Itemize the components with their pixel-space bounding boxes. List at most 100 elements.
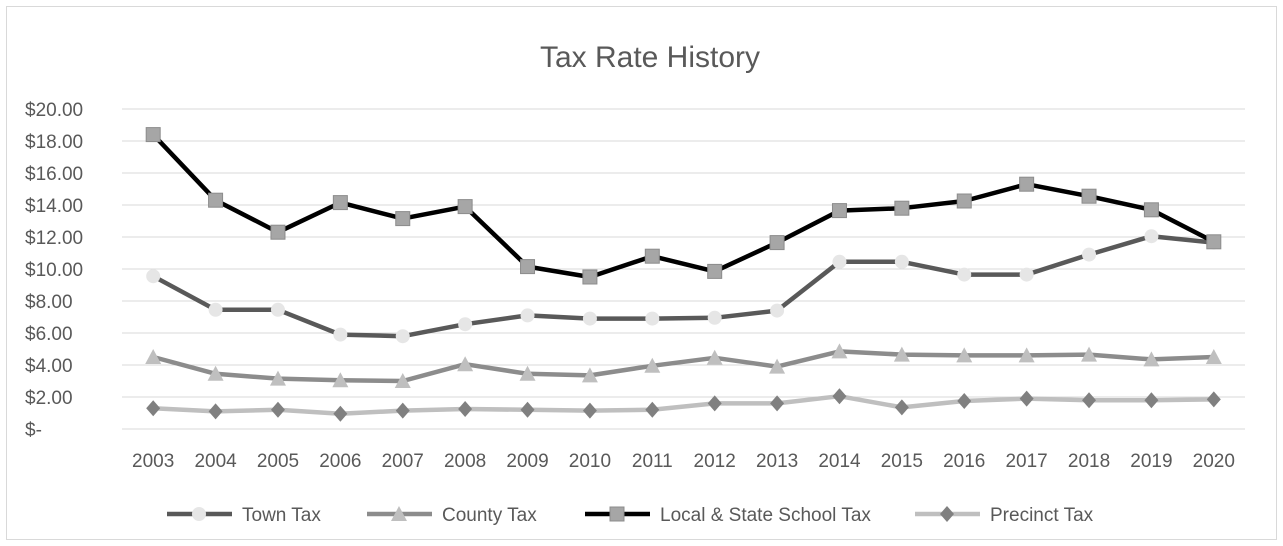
y-tick-label: $18.00: [25, 132, 83, 153]
data-point: [893, 346, 910, 362]
series-town-tax: [146, 229, 1221, 344]
legend-item: Local & State School Tax: [585, 505, 871, 526]
data-point: [1144, 229, 1159, 244]
data-point: [831, 203, 847, 219]
data-point: [645, 401, 660, 418]
data-point: [644, 357, 661, 373]
data-point: [1081, 346, 1098, 362]
data-point: [520, 308, 535, 323]
x-tick-label: 2019: [1130, 451, 1172, 472]
data-point: [707, 263, 723, 279]
data-point: [457, 199, 473, 215]
data-point: [395, 329, 410, 344]
series-line: [152, 349, 1214, 384]
data-point: [519, 365, 536, 381]
series-group: [145, 127, 1222, 422]
x-tick-label: 2020: [1193, 451, 1235, 472]
data-point: [270, 401, 285, 418]
data-point: [707, 310, 722, 325]
chart-svg: Tax Rate History $-$2.00$4.00$6.00$8.00$…: [25, 41, 1245, 526]
legend-label: County Tax: [442, 505, 537, 526]
data-point: [207, 365, 224, 381]
data-point: [894, 200, 910, 216]
data-point: [644, 248, 660, 264]
data-point: [706, 349, 723, 365]
x-tick-label: 2005: [257, 451, 299, 472]
y-tick-label: $12.00: [25, 228, 83, 249]
y-tick-label: $10.00: [25, 260, 83, 281]
y-tick-label: $20.00: [25, 100, 83, 121]
data-point: [270, 224, 286, 240]
y-tick-label: $16.00: [25, 164, 83, 185]
x-tick-label: 2017: [1005, 451, 1047, 472]
y-tick-label: $14.00: [25, 196, 83, 217]
data-point: [832, 254, 847, 269]
y-tick-label: $4.00: [25, 356, 73, 377]
data-point: [1019, 176, 1035, 192]
data-point: [831, 343, 848, 359]
legend-label: Precinct Tax: [990, 505, 1094, 526]
data-point: [769, 235, 785, 251]
data-point: [208, 302, 223, 317]
data-point: [832, 388, 847, 405]
data-point: [269, 370, 286, 386]
data-point: [1019, 390, 1034, 407]
y-tick-label: $8.00: [25, 292, 73, 313]
data-point: [1081, 188, 1097, 204]
data-point: [520, 259, 536, 275]
data-point: [894, 399, 909, 416]
chart-area: Tax Rate History $- $2.00 $4.00 $6.00 $8.00 $…: [6, 6, 1277, 540]
data-point: [395, 211, 411, 227]
data-point: [458, 401, 473, 417]
legend-marker: [192, 507, 206, 521]
data-point: [394, 373, 411, 388]
series-county-tax: [145, 343, 1222, 388]
data-point: [956, 193, 972, 209]
data-point: [1143, 202, 1159, 218]
x-tick-label: 2009: [506, 451, 548, 472]
y-tick-label: $2.00: [25, 388, 73, 409]
legend-marker: [609, 506, 625, 522]
legend-label: Local & State School Tax: [660, 505, 871, 526]
legend-item: County Tax: [367, 505, 537, 526]
legend: Town Tax County Tax Local & State School T…: [167, 505, 1094, 526]
data-point: [1082, 392, 1097, 409]
data-point: [894, 254, 909, 269]
data-point: [1144, 392, 1159, 409]
data-point: [520, 401, 535, 418]
x-tick-label: 2006: [319, 451, 361, 472]
data-point: [145, 349, 162, 364]
data-point: [333, 327, 348, 342]
x-tick-label: 2011: [632, 451, 673, 472]
data-point: [208, 403, 223, 420]
data-point: [146, 269, 161, 284]
data-point: [1205, 349, 1222, 364]
data-point: [957, 393, 972, 409]
legend-label: Town Tax: [242, 505, 321, 526]
data-point: [457, 356, 474, 372]
x-axis: 2003 2004 2005 2006 2007 2008 2009 2010 2011 2012…: [132, 451, 1235, 472]
data-point: [458, 317, 473, 332]
data-point: [957, 267, 972, 282]
data-point: [1082, 247, 1097, 262]
series-line: [153, 393, 1214, 417]
data-point: [582, 311, 597, 326]
data-point: [769, 358, 786, 374]
legend-item: Precinct Tax: [915, 505, 1094, 526]
data-point: [1206, 391, 1221, 408]
data-point: [332, 195, 348, 211]
data-point: [770, 395, 785, 412]
data-point: [1206, 234, 1222, 250]
data-point: [956, 347, 973, 363]
gridlines: [122, 108, 1245, 430]
legend-marker: [940, 506, 954, 522]
data-point: [645, 311, 660, 326]
data-point: [270, 302, 285, 317]
data-point: [395, 402, 410, 419]
data-point: [146, 400, 161, 417]
x-tick-label: 2004: [194, 451, 237, 472]
data-point: [145, 127, 161, 143]
legend-marker: [391, 506, 407, 521]
data-point: [1018, 347, 1035, 363]
x-tick-label: 2010: [569, 451, 611, 472]
